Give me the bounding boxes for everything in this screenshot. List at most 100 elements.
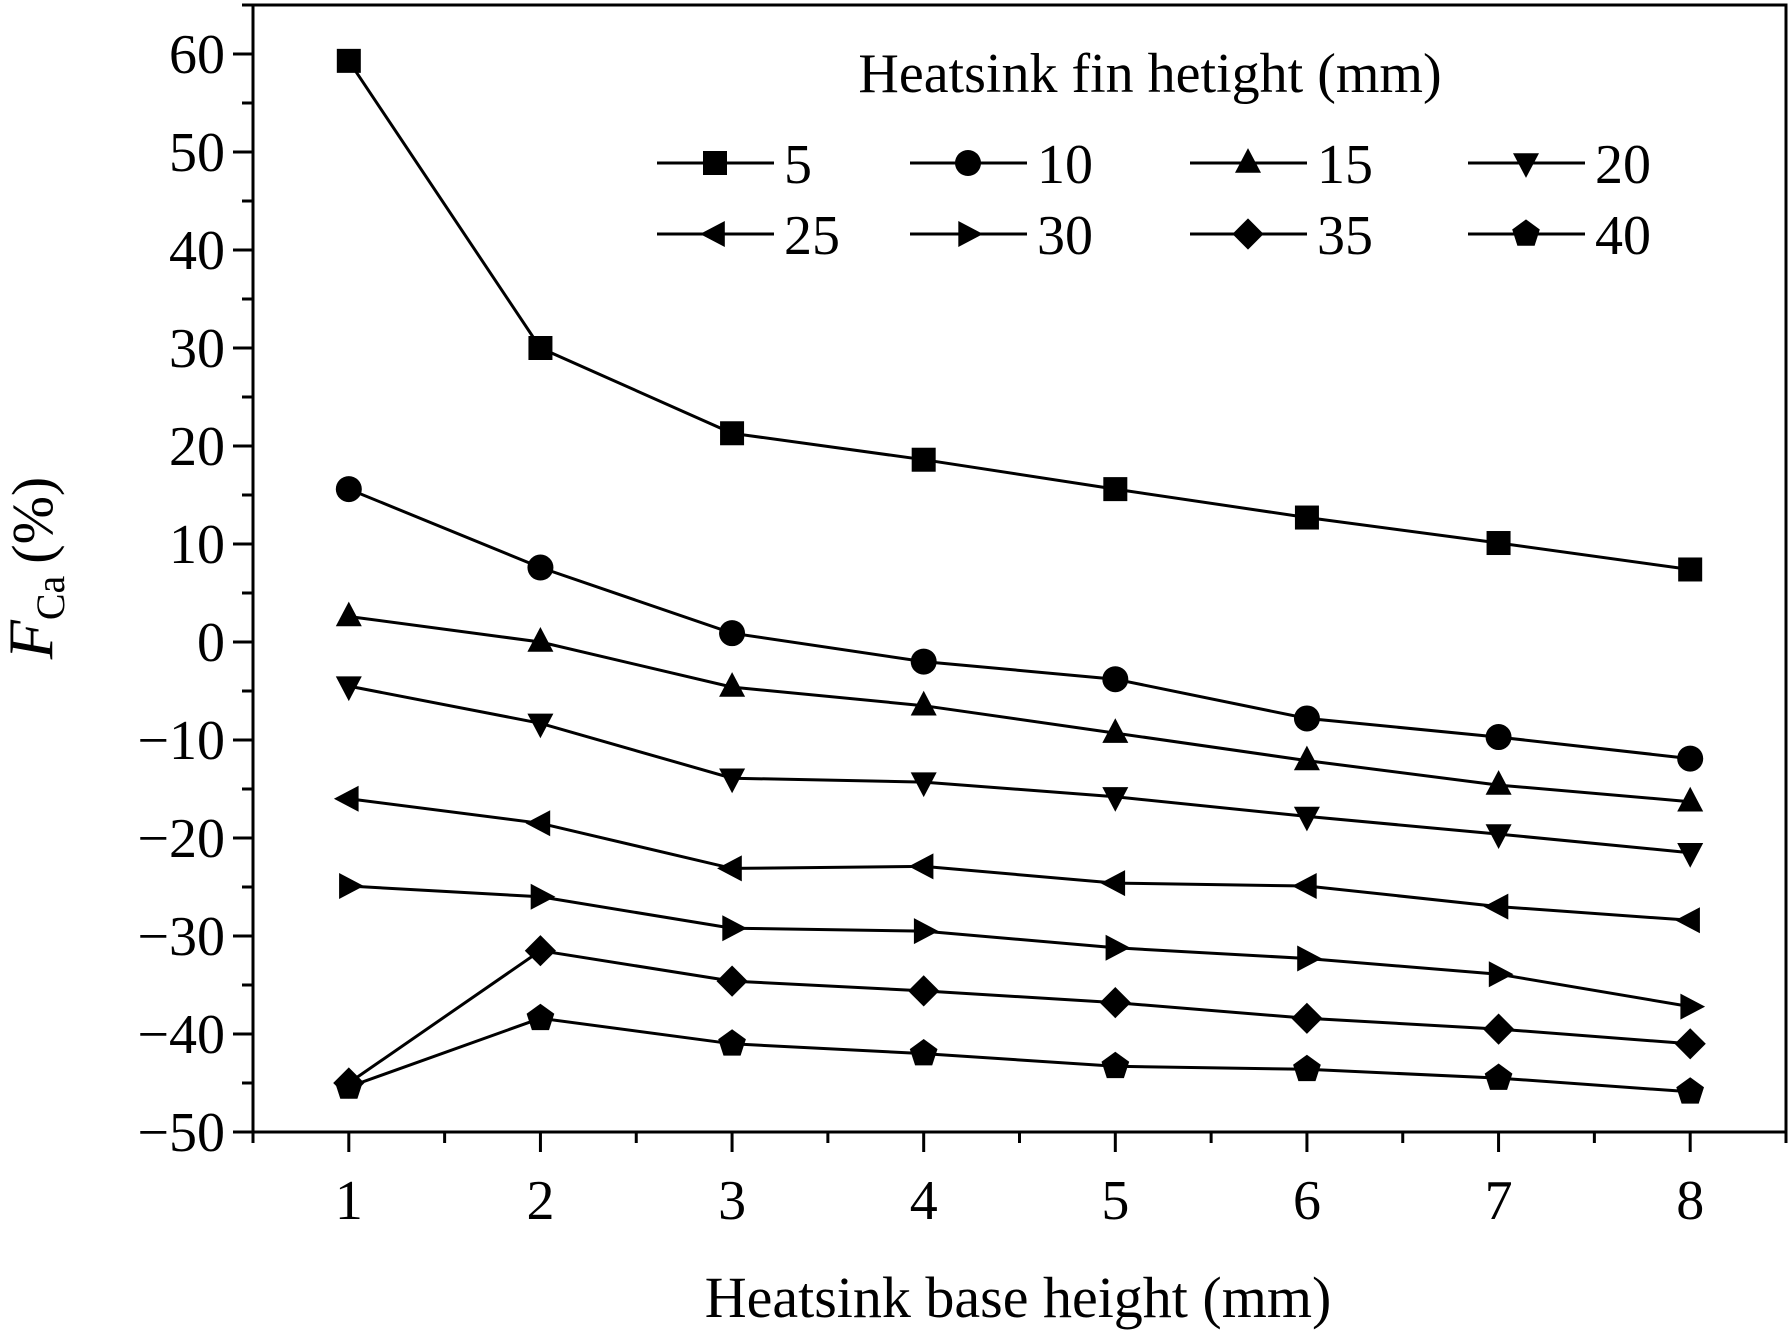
data-point — [530, 883, 556, 910]
data-point — [1675, 907, 1700, 934]
legend-item-25: 25 — [657, 205, 840, 267]
data-point — [1678, 557, 1703, 582]
x-axis: 1 2 3 4 5 6 7 8 — [251, 1132, 1788, 1232]
data-point — [718, 1029, 746, 1056]
data-point — [717, 855, 742, 882]
data-point — [1101, 1051, 1130, 1079]
series-line — [348, 684, 1691, 855]
data-point — [1103, 477, 1128, 502]
data-point — [1486, 531, 1511, 556]
series-line — [348, 487, 1691, 761]
series-line — [348, 1016, 1691, 1094]
data-point — [1294, 505, 1319, 530]
x-axis-title: Heatsink base height (mm) — [705, 1265, 1332, 1330]
x-tick-label: 5 — [1101, 1170, 1129, 1232]
data-point — [335, 601, 362, 627]
legend-item-15: 15 — [1190, 134, 1373, 196]
legend-marker — [1235, 148, 1261, 173]
legend-label: 40 — [1595, 205, 1651, 267]
y-tick-label: 20 — [169, 416, 225, 478]
legend-item-5: 5 — [657, 134, 812, 196]
data-point — [1297, 945, 1322, 972]
data-point — [1485, 724, 1512, 751]
y-tick-label: −40 — [137, 1004, 225, 1066]
legend-title: Heatsink fin hetight (mm) — [858, 43, 1441, 105]
data-point — [333, 785, 359, 812]
plot-frame — [251, 3, 1788, 1134]
legend-marker — [703, 151, 727, 175]
data-point — [1677, 786, 1704, 812]
x-tick-label: 6 — [1293, 1170, 1321, 1232]
x-tick-label: 1 — [335, 1170, 363, 1232]
legend-marker — [700, 221, 725, 247]
data-point — [1484, 1063, 1513, 1090]
y-tick-label: 60 — [169, 24, 225, 86]
legend-marker — [1512, 219, 1540, 246]
plot-border — [251, 3, 1788, 1134]
x-tick-label: 4 — [910, 1170, 938, 1232]
legend-label: 35 — [1317, 205, 1373, 267]
data-point — [716, 965, 748, 997]
y-tick-label: −50 — [137, 1102, 225, 1164]
legend-item-10: 10 — [910, 134, 1093, 196]
data-point — [1102, 666, 1129, 693]
data-point — [1293, 705, 1320, 732]
data-point — [339, 873, 364, 899]
legend-label: 15 — [1317, 134, 1373, 196]
data-point — [1293, 1054, 1321, 1082]
data-point — [525, 810, 551, 837]
data-point — [336, 48, 361, 73]
data-point — [1488, 961, 1514, 988]
data-point — [526, 1003, 555, 1031]
series-line — [347, 949, 1691, 1085]
data-point — [1680, 993, 1706, 1020]
legend: Heatsink fin hetight (mm) 5 10 15 20 25 30 35 4… — [657, 43, 1651, 267]
data-point — [1674, 1028, 1706, 1060]
data-point — [909, 1039, 938, 1066]
data-point — [908, 975, 940, 1007]
data-point — [1483, 893, 1509, 920]
data-point — [527, 713, 554, 739]
y-axis-title: FCa (%) — [0, 477, 73, 660]
legend-item-35: 35 — [1190, 205, 1373, 267]
data-point — [1102, 787, 1129, 812]
legend-label: 10 — [1037, 134, 1093, 196]
legend-marker — [958, 221, 983, 247]
y-tick-label: 30 — [169, 318, 225, 380]
series-20 — [335, 676, 1704, 868]
y-tick-label: 50 — [169, 122, 225, 184]
series-line — [348, 615, 1691, 804]
data-point — [1100, 870, 1126, 897]
legend-marker — [1513, 153, 1539, 178]
y-tick-label: −30 — [137, 906, 225, 968]
data-point — [335, 676, 362, 702]
data-point — [1099, 987, 1131, 1019]
data-point — [1677, 843, 1704, 868]
y-tick-label: 10 — [169, 514, 225, 576]
legend-item-40: 40 — [1468, 205, 1651, 267]
legend-item-30: 30 — [910, 205, 1093, 267]
x-tick-label: 7 — [1485, 1170, 1513, 1232]
series-line — [348, 797, 1691, 922]
legend-marker — [955, 150, 981, 176]
data-point — [719, 768, 746, 794]
y-tick-label: 40 — [169, 220, 225, 282]
series-40 — [335, 1003, 1704, 1104]
data-point — [1485, 824, 1512, 849]
data-point — [1293, 806, 1320, 832]
y-axis-title-unit: (%) — [0, 477, 65, 564]
data-point — [1485, 770, 1512, 795]
data-point — [1102, 718, 1129, 743]
data-point — [910, 648, 937, 675]
x-tick-label: 3 — [718, 1170, 746, 1232]
data-point — [1677, 745, 1704, 772]
data-point — [908, 853, 934, 880]
data-point — [1483, 1013, 1515, 1045]
data-point — [1105, 934, 1131, 961]
x-tick-label: 2 — [526, 1170, 554, 1232]
data-point — [719, 672, 746, 697]
data-point — [527, 554, 554, 581]
data-point — [1292, 873, 1317, 899]
data-point — [910, 690, 937, 716]
